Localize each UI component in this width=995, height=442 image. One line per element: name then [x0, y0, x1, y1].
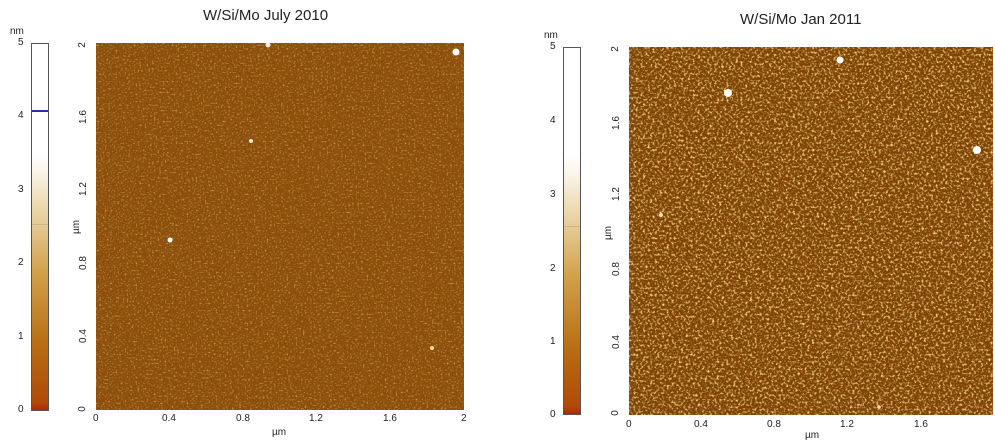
y-tick-left-2: 2: [76, 42, 88, 48]
colorbar-marker-left: [32, 110, 48, 112]
y-tick-right-0.8: 0.8: [610, 262, 622, 276]
y-tick-right-0: 0: [609, 410, 621, 416]
x-tick-right-1.2: 1.2: [840, 419, 854, 430]
y-tick-right-2: 2: [609, 46, 621, 52]
x-tick-left-0.8: 0.8: [236, 413, 250, 424]
colorbar-tick-left-4: 4: [18, 110, 24, 121]
y-axis-label-right: µm: [603, 225, 615, 241]
colorbar-right: [563, 47, 581, 415]
x-tick-right-1.6: 1.6: [914, 419, 928, 430]
y-axis-label-left: µm: [71, 219, 83, 235]
y-tick-left-1.2: 1.2: [77, 182, 89, 196]
x-tick-left-0.4: 0.4: [162, 413, 176, 424]
colorbar-tick-left-2: 2: [18, 257, 24, 268]
x-axis-label-left: µm: [272, 427, 287, 438]
particle: [249, 139, 253, 143]
colorbar-unit-right: nm: [544, 30, 558, 41]
x-tick-right-0.4: 0.4: [694, 419, 708, 430]
colorbar-tick-left-5: 5: [18, 37, 24, 48]
particle: [724, 89, 732, 97]
x-tick-left-1.6: 1.6: [383, 413, 397, 424]
particle: [265, 43, 271, 48]
x-axis-label-right: µm: [805, 430, 820, 441]
afm-image-right: [629, 47, 993, 415]
x-tick-left-2: 2: [461, 413, 467, 424]
particle: [659, 213, 663, 217]
particle: [430, 346, 434, 350]
particle: [167, 237, 173, 243]
panel-title-left: W/Si/Mo July 2010: [203, 7, 329, 24]
y-tick-right-1.6: 1.6: [610, 116, 622, 130]
colorbar-left: [31, 43, 49, 411]
panel-title-right: W/Si/Mo Jan 2011: [740, 11, 862, 28]
colorbar-tick-right-0: 0: [550, 409, 556, 420]
colorbar-tick-right-1: 1: [550, 336, 556, 347]
colorbar-tick-right-5: 5: [550, 41, 556, 52]
x-tick-right-0.8: 0.8: [767, 419, 781, 430]
x-tick-left-1.2: 1.2: [309, 413, 323, 424]
colorbar-tick-right-4: 4: [550, 115, 556, 126]
colorbar-tick-right-2: 2: [550, 263, 556, 274]
colorbar-tick-left-0: 0: [18, 404, 24, 415]
colorbar-unit-left: nm: [10, 26, 24, 37]
y-tick-left-0: 0: [76, 406, 88, 412]
colorbar-tick-right-3: 3: [550, 189, 556, 200]
y-tick-left-0.8: 0.8: [77, 256, 89, 270]
colorbar-tick-left-1: 1: [18, 331, 24, 342]
afm-image-left: [96, 43, 464, 410]
particle: [973, 146, 981, 154]
x-tick-left-0: 0: [93, 413, 99, 424]
colorbar-level-line-right: [564, 226, 580, 227]
y-tick-left-1.6: 1.6: [77, 110, 89, 124]
particle: [877, 405, 881, 409]
particle: [452, 48, 460, 56]
y-tick-right-0.4: 0.4: [610, 335, 622, 349]
particle: [836, 56, 844, 64]
x-tick-right-0: 0: [626, 419, 632, 430]
y-tick-left-0.4: 0.4: [77, 329, 89, 343]
colorbar-tick-left-3: 3: [18, 184, 24, 195]
colorbar-level-line-left: [32, 224, 48, 225]
y-tick-right-1.2: 1.2: [610, 187, 622, 201]
